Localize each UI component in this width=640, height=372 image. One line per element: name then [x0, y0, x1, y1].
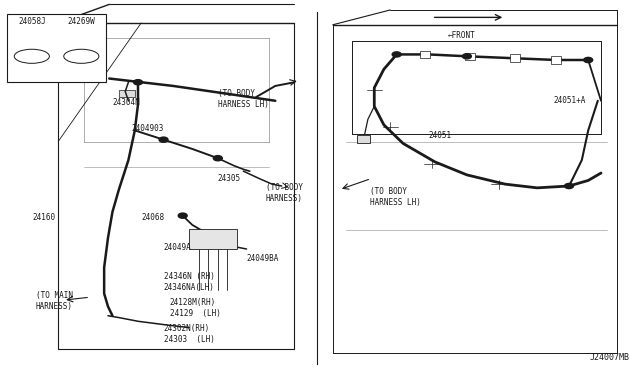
Text: 2404903: 2404903	[132, 124, 164, 133]
Text: 24128M(RH)
24129  (LH): 24128M(RH) 24129 (LH)	[170, 298, 221, 318]
Bar	[420, 51, 431, 58]
Bar	[509, 54, 520, 62]
Text: (TO BODY
HARNESS LH): (TO BODY HARNESS LH)	[370, 187, 420, 207]
Bar	[7, 14, 106, 82]
Circle shape	[159, 137, 168, 142]
Text: (TO MAIN
HARNESS): (TO MAIN HARNESS)	[36, 291, 73, 311]
Circle shape	[564, 183, 573, 189]
Text: 24051+A: 24051+A	[553, 96, 586, 105]
Bar	[357, 135, 370, 143]
Text: (TO BODY
HARNESS): (TO BODY HARNESS)	[266, 183, 303, 203]
Text: (TO BODY
HARNESS LH): (TO BODY HARNESS LH)	[218, 89, 269, 109]
Text: 24058J: 24058J	[18, 17, 45, 26]
Text: 24051: 24051	[429, 131, 452, 141]
Text: 24302N(RH)
24303  (LH): 24302N(RH) 24303 (LH)	[164, 324, 214, 344]
Bar	[189, 229, 237, 249]
Text: 24305: 24305	[218, 174, 241, 183]
Bar	[119, 90, 135, 97]
Bar	[465, 52, 475, 60]
Text: 24049A: 24049A	[164, 243, 191, 251]
Ellipse shape	[64, 49, 99, 63]
Circle shape	[392, 52, 401, 57]
Bar	[551, 56, 561, 64]
Text: 24049BA: 24049BA	[246, 254, 279, 263]
Text: 24269W: 24269W	[67, 17, 95, 26]
Text: 24304N: 24304N	[113, 98, 140, 107]
Text: J24007MB: J24007MB	[589, 353, 630, 362]
Ellipse shape	[14, 49, 49, 63]
Text: 24068: 24068	[141, 213, 164, 222]
Circle shape	[463, 54, 471, 59]
Text: 24160: 24160	[33, 213, 56, 222]
Circle shape	[584, 57, 593, 62]
Text: ←FRONT: ←FRONT	[448, 31, 476, 41]
Circle shape	[134, 80, 143, 85]
Circle shape	[178, 213, 187, 218]
Text: 24346N (RH)
24346NA(LH): 24346N (RH) 24346NA(LH)	[164, 272, 214, 292]
Circle shape	[213, 155, 222, 161]
